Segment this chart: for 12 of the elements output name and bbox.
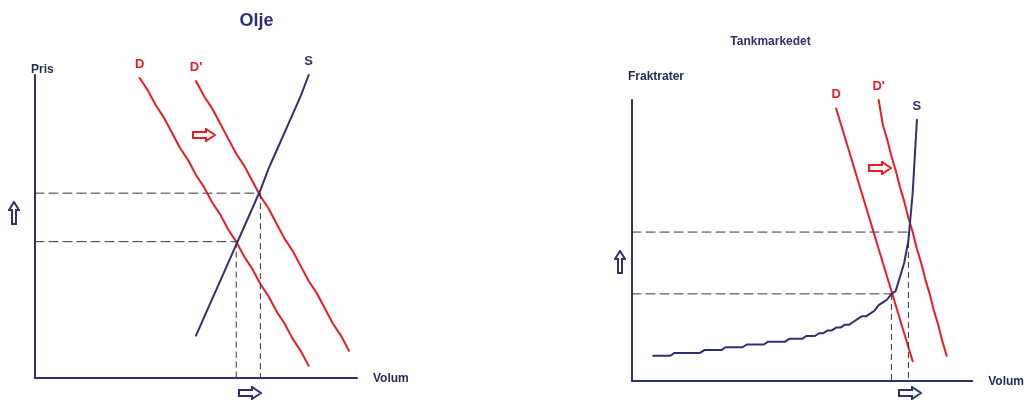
- x-axis-title: Volum: [988, 374, 1024, 388]
- series-label: D: [831, 86, 841, 102]
- series-label: S: [912, 97, 922, 113]
- chart-title: Tankmarkedet: [730, 34, 811, 48]
- y-axis-title: Fraktrater: [628, 69, 685, 83]
- chart-title: Olje: [239, 10, 274, 30]
- series-label: D': [872, 78, 885, 93]
- y-axis-title: Pris: [31, 62, 55, 76]
- series-label: S: [304, 53, 314, 68]
- series-label: D: [134, 56, 145, 72]
- series-label: D': [189, 59, 203, 75]
- x-axis-title: Volum: [373, 371, 409, 385]
